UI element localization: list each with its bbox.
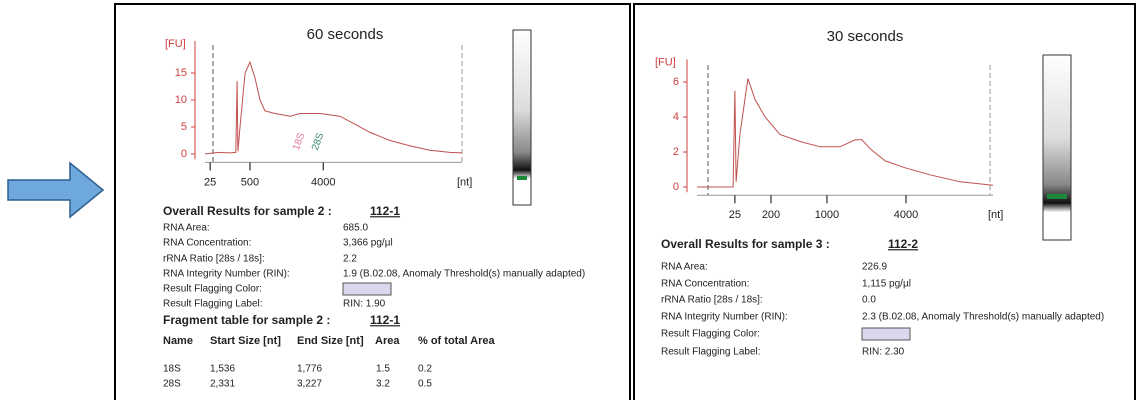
table-cell: 1.5 bbox=[376, 364, 390, 375]
peak-label: 28S bbox=[310, 131, 327, 152]
result-label: RNA Concentration: bbox=[661, 279, 749, 290]
sample-id: 112-1 bbox=[370, 313, 400, 327]
result-value: 3,366 pg/µl bbox=[343, 238, 393, 249]
result-value: 685.0 bbox=[343, 223, 368, 234]
y-tick-label: 0 bbox=[673, 181, 679, 193]
chart-title: 60 seconds bbox=[307, 26, 384, 43]
gel-lane bbox=[1043, 55, 1071, 240]
trace bbox=[697, 79, 993, 188]
table-cell: 1,536 bbox=[210, 364, 235, 375]
result-label: RNA Integrity Number (RIN): bbox=[661, 312, 788, 323]
result-value: RIN: 1.90 bbox=[343, 299, 386, 310]
sample-id: 112-2 bbox=[888, 237, 918, 251]
table-cell: 28S bbox=[163, 379, 181, 390]
result-value: 2.3 (B.02.08, Anomaly Threshold(s) manua… bbox=[862, 312, 1104, 323]
column-header: End Size [nt] bbox=[297, 335, 364, 347]
result-label: rRNA Ratio [28s / 18s]: bbox=[661, 295, 763, 306]
column-header: % of total Area bbox=[418, 335, 495, 347]
y-tick-label: 0 bbox=[181, 148, 187, 160]
x-tick-label: 4000 bbox=[894, 209, 918, 221]
column-header: Start Size [nt] bbox=[210, 335, 281, 347]
result-label: Result Flagging Label: bbox=[163, 299, 263, 310]
x-tick-label: 25 bbox=[729, 209, 741, 221]
table-cell: 1,776 bbox=[297, 364, 322, 375]
results-heading: Overall Results for sample 3 : bbox=[661, 237, 830, 251]
flag-color bbox=[862, 328, 910, 340]
result-value: 226.9 bbox=[862, 262, 887, 273]
result-label: RNA Concentration: bbox=[163, 238, 251, 249]
y-tick-label: 10 bbox=[175, 94, 187, 106]
result-label: rRNA Ratio [28s / 18s]: bbox=[163, 254, 265, 265]
chart-title: 30 seconds bbox=[827, 28, 904, 45]
table-cell: 0.2 bbox=[418, 364, 432, 375]
result-label: Result Flagging Label: bbox=[661, 347, 761, 358]
gel-marker bbox=[517, 176, 527, 180]
results-heading: Overall Results for sample 2 : bbox=[163, 204, 332, 218]
result-label: RNA Integrity Number (RIN): bbox=[163, 269, 290, 280]
result-value: 0.0 bbox=[862, 295, 876, 306]
table-cell: 0.5 bbox=[418, 379, 432, 390]
x-tick-label: 4000 bbox=[311, 176, 335, 188]
x-tick-label: 500 bbox=[241, 176, 259, 188]
table-cell: 3,227 bbox=[297, 379, 322, 390]
y-tick-label: 15 bbox=[175, 67, 187, 79]
y-tick-label: 2 bbox=[673, 146, 679, 158]
table-cell: 3.2 bbox=[376, 379, 390, 390]
arrow bbox=[8, 163, 103, 217]
y-axis-label: [FU] bbox=[165, 38, 186, 50]
table-cell: 2,331 bbox=[210, 379, 235, 390]
page: 60 seconds[FU]051015255004000[nt]18S28S3… bbox=[0, 0, 1139, 400]
x-axis-label: [nt] bbox=[457, 176, 472, 188]
peak-label: 18S bbox=[291, 131, 308, 152]
column-header: Area bbox=[375, 335, 400, 347]
column-header: Name bbox=[163, 335, 193, 347]
x-tick-label: 1000 bbox=[815, 209, 839, 221]
y-tick-label: 5 bbox=[181, 121, 187, 133]
table-cell: 18S bbox=[163, 364, 181, 375]
result-label: RNA Area: bbox=[661, 262, 708, 273]
x-tick-label: 25 bbox=[204, 176, 216, 188]
trace bbox=[205, 62, 462, 154]
flag-color bbox=[343, 283, 391, 295]
sample-id: 112-1 bbox=[370, 204, 400, 218]
result-value: 2.2 bbox=[343, 254, 357, 265]
result-value: 1.9 (B.02.08, Anomaly Threshold(s) manua… bbox=[343, 269, 585, 280]
y-axis-label: [FU] bbox=[655, 56, 676, 68]
y-tick-label: 4 bbox=[673, 111, 679, 123]
result-label: RNA Area: bbox=[163, 223, 210, 234]
x-axis-label: [nt] bbox=[988, 209, 1003, 221]
fragment-heading: Fragment table for sample 2 : bbox=[163, 313, 330, 327]
result-label: Result Flagging Color: bbox=[163, 284, 262, 295]
result-value: 1,115 pg/µl bbox=[862, 279, 911, 290]
x-tick-label: 200 bbox=[762, 209, 780, 221]
y-tick-label: 6 bbox=[673, 76, 679, 88]
gel-marker bbox=[1047, 194, 1067, 199]
result-value: RIN: 2.30 bbox=[862, 347, 905, 358]
result-label: Result Flagging Color: bbox=[661, 329, 760, 340]
